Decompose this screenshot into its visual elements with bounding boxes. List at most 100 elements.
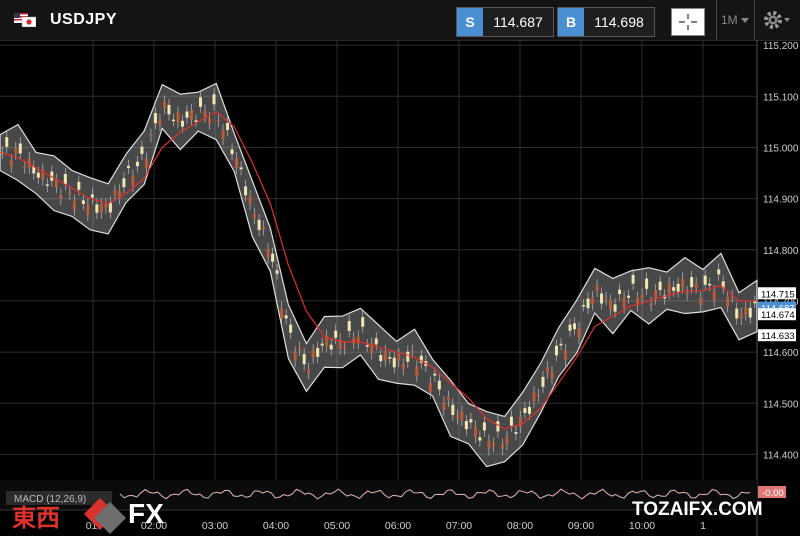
buy-label: B [558,8,584,36]
crosshair-button[interactable] [671,8,705,36]
x-tick-label: 03:00 [202,520,228,532]
candle-body [104,204,108,208]
sell-quote-button[interactable]: S 114.687 [456,7,554,37]
toolbar-divider [716,0,717,40]
price-chart[interactable]: 115.200 115.100 115.000 114.900 114.800 114.7… [0,40,800,536]
candle-body [239,167,243,170]
price-tag-label: 114.715 [761,289,795,300]
candle-body [235,157,239,169]
candle-body [676,283,680,292]
candle-body [320,343,324,346]
candle-body [329,344,333,350]
us-flag-icon [14,13,36,27]
candle-body [640,294,644,299]
candle-body [582,304,586,307]
candle-body [275,270,279,274]
candle-body [32,166,36,174]
candle-body [636,297,640,306]
candle-body [388,357,392,359]
candle-body [54,179,58,188]
candle-body [153,113,157,124]
candle-body [140,146,144,154]
candle-body [586,298,590,309]
candle-body [649,302,653,306]
candle-body [685,292,689,295]
top-toolbar: USDJPY S 114.687 B 114.698 1M [0,0,800,41]
candle-body [690,277,694,288]
candle-body [334,330,338,338]
candle-body [158,120,162,126]
candle-body [527,406,531,414]
candle-body [95,204,99,213]
candle-body [509,416,513,426]
candle-body [595,285,599,291]
candle-body [356,336,360,344]
y-tick-label: 114.600 [763,348,799,359]
candle-body [302,353,306,365]
price-tag-box [758,287,796,300]
candle-body [410,350,414,353]
candle-body [415,366,419,376]
candle-body [289,324,293,333]
interval-selector[interactable]: 1M [721,13,750,27]
y-tick-label: 114.400 [763,450,799,461]
candle-body [343,347,347,350]
candle-body [559,343,563,346]
candle-body [672,287,676,291]
candle-body [262,226,266,230]
candle-body [122,178,126,188]
price-tag-label: 114.633 [761,331,795,342]
candle-body [604,297,608,300]
candle-body [735,308,739,319]
candle-body [271,253,275,262]
candle-body [171,119,175,122]
candle-body [681,278,685,288]
candle-body [753,301,757,304]
candle-body [90,194,94,198]
candle-body [226,122,230,130]
candle-body [311,350,315,358]
x-tick-label: 07:00 [446,520,472,532]
site-url: TOZAIFX.COM [632,499,763,520]
x-tick-label: 1 [700,520,706,532]
y-tick-label: 114.500 [763,399,799,410]
candle-body [748,307,752,318]
symbol-title[interactable]: USDJPY [50,11,118,28]
candle-body [144,158,148,168]
candle-body [99,204,103,213]
candle-body [194,120,198,122]
candle-body [280,308,284,319]
candle-body [703,275,707,285]
candle-body [708,283,712,286]
candle-body [433,373,437,376]
buy-quote-button[interactable]: B 114.698 [557,7,655,37]
x-tick-label: 04:00 [263,520,289,532]
candle-body [568,324,572,331]
candle-body [469,419,473,423]
candle-body [505,436,509,445]
candle-body [739,313,743,320]
candle-body [577,328,581,338]
logo-kanji: 東西 [12,503,60,532]
candle-body [81,200,85,204]
candle-body [27,158,31,168]
macd-label: MACD (12,26,9) [14,494,86,505]
dropdown-arrow-icon [741,18,750,23]
candle-body [609,300,613,310]
candle-body [618,289,622,295]
x-tick-label: 05:00 [324,520,350,532]
candle-body [645,278,649,289]
gear-icon[interactable] [762,9,792,31]
jp-flag-icon [26,19,32,25]
candle-body [352,337,356,344]
logo-fx: FX [128,498,164,529]
candle-body [532,392,536,402]
candle-body [487,440,491,450]
candle-body [712,290,716,301]
y-tick-label: 115.100 [763,92,799,103]
candle-body [374,338,378,345]
candle-body [442,402,446,410]
candle-body [9,160,13,167]
candle-body [162,101,166,109]
candle-body [721,281,725,289]
